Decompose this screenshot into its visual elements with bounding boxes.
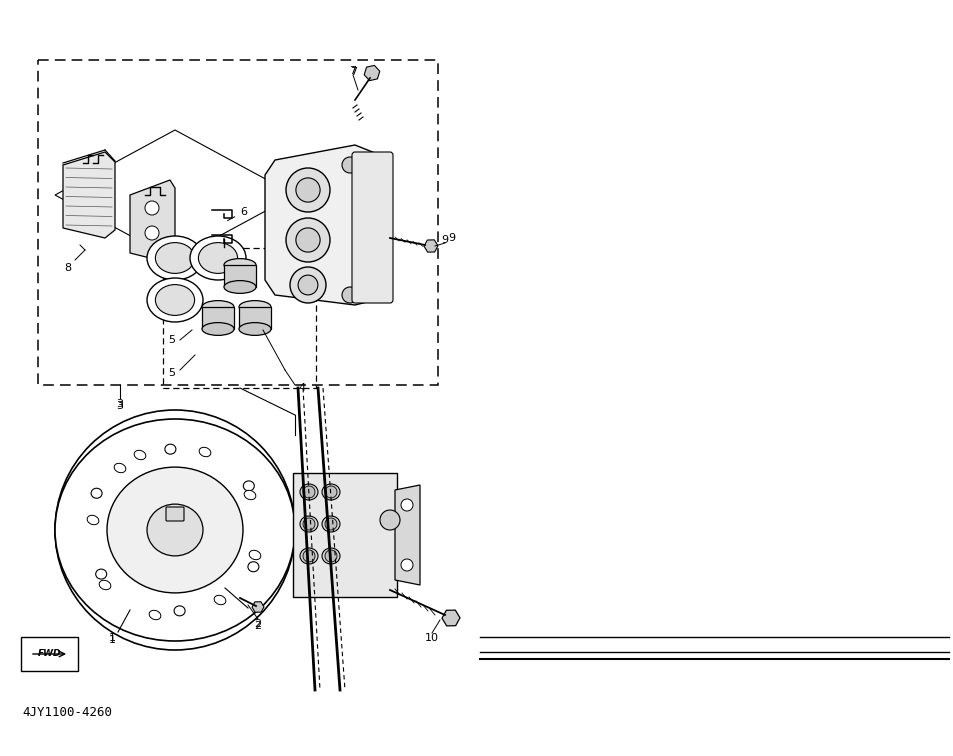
Ellipse shape (107, 467, 243, 593)
Ellipse shape (95, 569, 107, 579)
Text: 7: 7 (350, 67, 356, 77)
Ellipse shape (299, 548, 317, 564)
Text: 1: 1 (109, 633, 115, 643)
Circle shape (303, 486, 314, 498)
Ellipse shape (155, 284, 194, 315)
Ellipse shape (165, 445, 175, 454)
Circle shape (379, 510, 399, 530)
Text: 6: 6 (227, 207, 247, 221)
Text: 2: 2 (254, 619, 261, 629)
Bar (38, 60, 437, 385)
Ellipse shape (322, 516, 339, 532)
Text: 9: 9 (448, 233, 455, 243)
Ellipse shape (239, 301, 271, 314)
Ellipse shape (202, 323, 233, 336)
Ellipse shape (202, 301, 233, 314)
Ellipse shape (322, 484, 339, 500)
Circle shape (107, 462, 243, 598)
Circle shape (341, 287, 357, 303)
Circle shape (145, 201, 159, 215)
Bar (163, 248, 315, 388)
Text: 2: 2 (254, 621, 261, 631)
Circle shape (297, 275, 317, 295)
Ellipse shape (213, 595, 226, 605)
Circle shape (145, 226, 159, 240)
Ellipse shape (149, 610, 161, 620)
Circle shape (286, 168, 330, 212)
Circle shape (290, 267, 326, 303)
FancyBboxPatch shape (293, 473, 396, 597)
Ellipse shape (114, 463, 126, 472)
Circle shape (295, 228, 320, 252)
Polygon shape (395, 485, 419, 585)
Ellipse shape (147, 236, 203, 280)
Text: 4JY1100-4260: 4JY1100-4260 (22, 706, 112, 719)
Text: FWD: FWD (38, 649, 61, 658)
FancyBboxPatch shape (166, 507, 184, 521)
Circle shape (400, 559, 413, 571)
Circle shape (147, 502, 203, 558)
Text: 1: 1 (109, 635, 115, 645)
Bar (224, 265, 255, 287)
Ellipse shape (87, 516, 99, 525)
Text: 5: 5 (169, 335, 175, 345)
Text: 3: 3 (116, 401, 123, 411)
Text: 10: 10 (424, 633, 438, 643)
Ellipse shape (155, 243, 194, 274)
Ellipse shape (248, 562, 258, 572)
Circle shape (325, 550, 336, 562)
Ellipse shape (134, 451, 146, 460)
Circle shape (325, 518, 336, 530)
Text: 7: 7 (349, 66, 356, 76)
Polygon shape (63, 152, 115, 238)
Ellipse shape (244, 491, 255, 500)
Text: 9: 9 (441, 235, 448, 245)
Ellipse shape (99, 581, 111, 590)
Ellipse shape (224, 259, 255, 271)
Ellipse shape (299, 516, 317, 532)
Ellipse shape (322, 548, 339, 564)
Text: 3: 3 (116, 399, 123, 409)
FancyBboxPatch shape (352, 152, 393, 303)
Ellipse shape (198, 243, 237, 274)
Ellipse shape (147, 504, 203, 556)
Circle shape (341, 157, 357, 173)
Ellipse shape (224, 280, 255, 293)
Ellipse shape (91, 488, 102, 498)
Circle shape (325, 486, 336, 498)
Ellipse shape (174, 606, 185, 616)
FancyBboxPatch shape (21, 637, 78, 671)
Circle shape (303, 550, 314, 562)
Ellipse shape (249, 550, 260, 559)
Bar (202, 307, 233, 329)
Ellipse shape (299, 484, 317, 500)
Circle shape (295, 178, 320, 202)
Ellipse shape (55, 419, 294, 641)
Bar (239, 307, 271, 329)
Polygon shape (265, 145, 390, 305)
Text: 4: 4 (298, 383, 305, 393)
Ellipse shape (199, 448, 211, 457)
Circle shape (400, 499, 413, 511)
Polygon shape (130, 180, 174, 263)
Ellipse shape (190, 236, 246, 280)
Circle shape (286, 218, 330, 262)
Text: 8: 8 (65, 263, 71, 273)
Circle shape (55, 410, 294, 650)
Text: 5: 5 (169, 368, 175, 378)
Ellipse shape (239, 323, 271, 336)
Circle shape (303, 518, 314, 530)
Ellipse shape (147, 278, 203, 322)
Ellipse shape (243, 481, 254, 491)
